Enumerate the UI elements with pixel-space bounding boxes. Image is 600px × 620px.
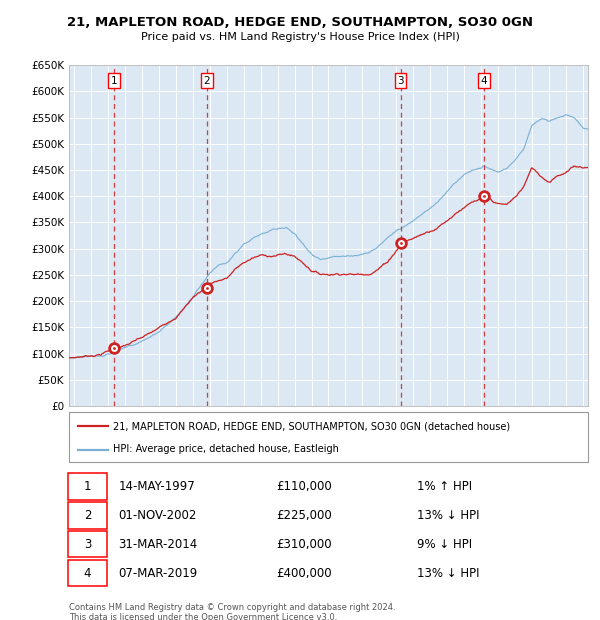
Text: 2: 2 — [83, 509, 91, 522]
Text: This data is licensed under the Open Government Licence v3.0.: This data is licensed under the Open Gov… — [69, 613, 337, 620]
FancyBboxPatch shape — [68, 560, 107, 587]
Text: £225,000: £225,000 — [277, 509, 332, 522]
FancyBboxPatch shape — [68, 473, 107, 500]
Text: 4: 4 — [83, 567, 91, 580]
FancyBboxPatch shape — [68, 502, 107, 528]
Text: 2: 2 — [204, 76, 211, 86]
Text: 3: 3 — [84, 538, 91, 551]
Text: 9% ↓ HPI: 9% ↓ HPI — [417, 538, 472, 551]
Text: £110,000: £110,000 — [277, 480, 332, 493]
Text: 13% ↓ HPI: 13% ↓ HPI — [417, 509, 479, 522]
Text: 4: 4 — [481, 76, 488, 86]
Text: 14-MAY-1997: 14-MAY-1997 — [118, 480, 195, 493]
Text: 1: 1 — [111, 76, 118, 86]
Text: 21, MAPLETON ROAD, HEDGE END, SOUTHAMPTON, SO30 0GN: 21, MAPLETON ROAD, HEDGE END, SOUTHAMPTO… — [67, 16, 533, 29]
Text: 1% ↑ HPI: 1% ↑ HPI — [417, 480, 472, 493]
Text: Price paid vs. HM Land Registry's House Price Index (HPI): Price paid vs. HM Land Registry's House … — [140, 32, 460, 42]
Text: £310,000: £310,000 — [277, 538, 332, 551]
Text: £400,000: £400,000 — [277, 567, 332, 580]
Text: 21, MAPLETON ROAD, HEDGE END, SOUTHAMPTON, SO30 0GN (detached house): 21, MAPLETON ROAD, HEDGE END, SOUTHAMPTO… — [113, 421, 510, 431]
Text: 13% ↓ HPI: 13% ↓ HPI — [417, 567, 479, 580]
Text: 07-MAR-2019: 07-MAR-2019 — [118, 567, 197, 580]
Text: Contains HM Land Registry data © Crown copyright and database right 2024.: Contains HM Land Registry data © Crown c… — [69, 603, 395, 612]
Text: 3: 3 — [397, 76, 404, 86]
Text: 31-MAR-2014: 31-MAR-2014 — [118, 538, 197, 551]
FancyBboxPatch shape — [68, 531, 107, 557]
Text: 01-NOV-2002: 01-NOV-2002 — [118, 509, 197, 522]
Text: HPI: Average price, detached house, Eastleigh: HPI: Average price, detached house, East… — [113, 445, 339, 454]
Text: 1: 1 — [83, 480, 91, 493]
